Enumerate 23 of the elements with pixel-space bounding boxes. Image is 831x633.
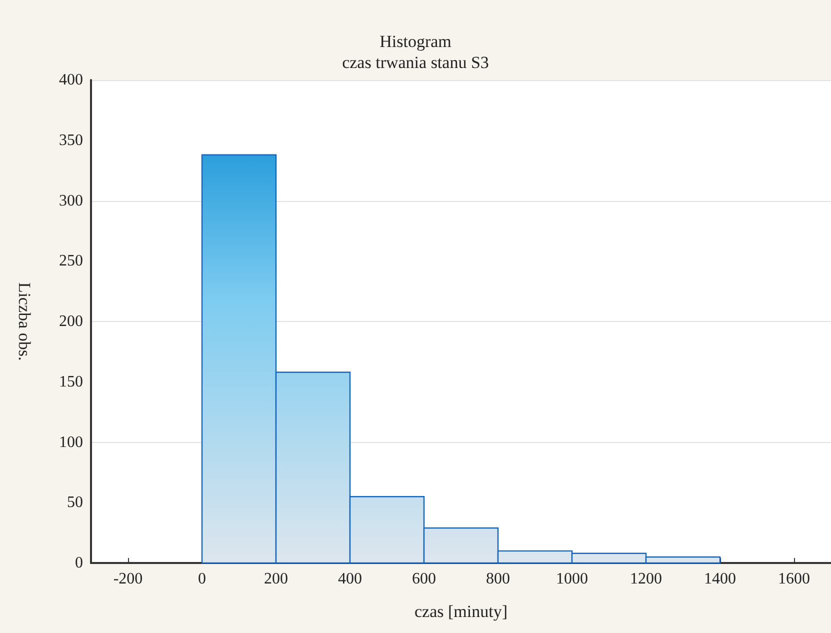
y-tick-label: 0 <box>75 554 83 572</box>
x-tick-label: -200 <box>113 570 143 588</box>
x-tick-label: 0 <box>198 570 206 588</box>
x-tick-label: 800 <box>486 570 510 588</box>
y-axis-title: Liczba obs. <box>15 282 34 361</box>
x-tick-label: 200 <box>264 570 288 588</box>
x-tick-label: 1600 <box>778 570 810 588</box>
y-tick-label: 300 <box>59 192 83 210</box>
y-tick-label: 150 <box>59 373 83 390</box>
y-tick-label: 50 <box>67 494 83 512</box>
x-tick-label: 1200 <box>630 570 662 588</box>
chart-subtitle: czas trwania stanu S3 <box>342 53 489 72</box>
y-tick-label: 200 <box>59 313 83 330</box>
x-tick-label: 400 <box>338 570 362 588</box>
y-tick-label: 100 <box>59 434 83 451</box>
x-tick-label: 600 <box>412 570 436 588</box>
x-tick-label: 1400 <box>704 570 736 588</box>
y-tick-label: 400 <box>59 72 83 88</box>
y-tick-label: 350 <box>59 132 83 149</box>
x-axis-title: czas [minuty] <box>414 602 508 621</box>
chart-title: Histogram <box>380 32 452 51</box>
y-tick-label: 250 <box>59 252 83 270</box>
x-tick-label: 1000 <box>556 570 588 588</box>
